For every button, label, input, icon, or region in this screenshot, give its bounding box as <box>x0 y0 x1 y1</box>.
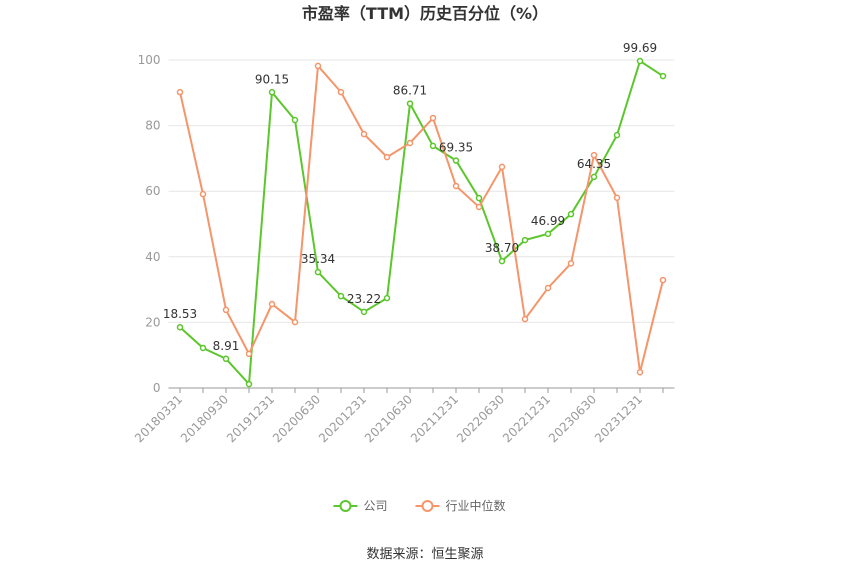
point <box>613 131 621 139</box>
data-label: 86.71 <box>393 84 427 98</box>
point <box>176 88 184 96</box>
data-label: 90.15 <box>255 72 289 86</box>
point <box>176 323 184 331</box>
legend-marker <box>339 500 352 512</box>
point <box>268 300 276 308</box>
point <box>406 139 414 147</box>
data-label: 99.69 <box>623 41 657 55</box>
point <box>636 57 644 65</box>
x-tick-label: 20221231 <box>500 392 553 445</box>
point <box>452 182 460 190</box>
chart-title: 市盈率（TTM）历史百分位（%） <box>302 4 548 23</box>
series-line <box>179 63 664 373</box>
point <box>498 257 506 265</box>
data-label: 35.34 <box>301 252 335 266</box>
point <box>659 72 667 80</box>
point <box>337 88 345 96</box>
point <box>406 100 414 107</box>
point <box>567 260 575 267</box>
y-tick-label: 80 <box>145 119 160 133</box>
point <box>475 194 483 202</box>
data-label: 64.35 <box>577 157 611 171</box>
point <box>268 89 276 96</box>
point <box>291 116 299 124</box>
data-label: 23.22 <box>347 292 381 306</box>
point <box>337 292 345 300</box>
point <box>544 284 552 292</box>
point <box>636 369 644 376</box>
point <box>314 268 322 276</box>
point <box>360 308 368 316</box>
x-tick-label: 20180930 <box>178 392 231 445</box>
legend-label: 行业中位数 <box>446 498 506 513</box>
x-tick-label: 20220630 <box>454 392 507 445</box>
point <box>245 350 253 358</box>
y-tick-label: 100 <box>138 53 161 67</box>
data-label: 8.91 <box>213 339 240 353</box>
x-tick-label: 20210630 <box>362 392 415 445</box>
legend-label: 公司 <box>364 499 388 513</box>
point <box>291 318 299 326</box>
data-label: 46.99 <box>531 214 565 228</box>
y-tick-label: 20 <box>145 315 160 329</box>
point <box>475 203 483 211</box>
point <box>383 294 391 302</box>
x-tick-label: 20191231 <box>224 392 277 445</box>
point <box>567 210 575 218</box>
x-tick-label: 20231231 <box>592 392 645 445</box>
legend-marker <box>421 500 434 512</box>
point <box>199 344 207 352</box>
point <box>544 230 552 238</box>
point <box>452 157 460 164</box>
point <box>613 194 621 202</box>
point <box>659 276 667 284</box>
data-label: 18.53 <box>163 307 197 321</box>
point <box>222 306 230 314</box>
point <box>590 151 598 159</box>
x-tick-label: 20200630 <box>270 392 323 445</box>
source-note: 数据来源：恒生聚源 <box>366 547 483 562</box>
point <box>590 173 598 181</box>
point <box>222 355 230 363</box>
point <box>314 62 322 70</box>
point <box>429 114 437 122</box>
point <box>245 380 253 388</box>
data-label: 69.35 <box>439 141 473 155</box>
series-line <box>179 59 664 387</box>
y-tick-label: 0 <box>153 381 161 395</box>
point <box>360 130 368 138</box>
point <box>199 190 207 198</box>
data-label: 38.70 <box>485 241 519 255</box>
y-tick-label: 60 <box>145 184 160 198</box>
x-tick-label: 20211231 <box>408 392 461 445</box>
point <box>429 142 437 150</box>
y-tick-label: 40 <box>145 250 160 264</box>
x-tick-label: 20230630 <box>546 392 599 445</box>
x-tick-label: 20180331 <box>132 392 185 445</box>
point <box>521 236 529 244</box>
point <box>383 153 391 161</box>
point <box>498 163 506 171</box>
x-tick-label: 20201231 <box>316 392 369 445</box>
point <box>521 315 529 323</box>
